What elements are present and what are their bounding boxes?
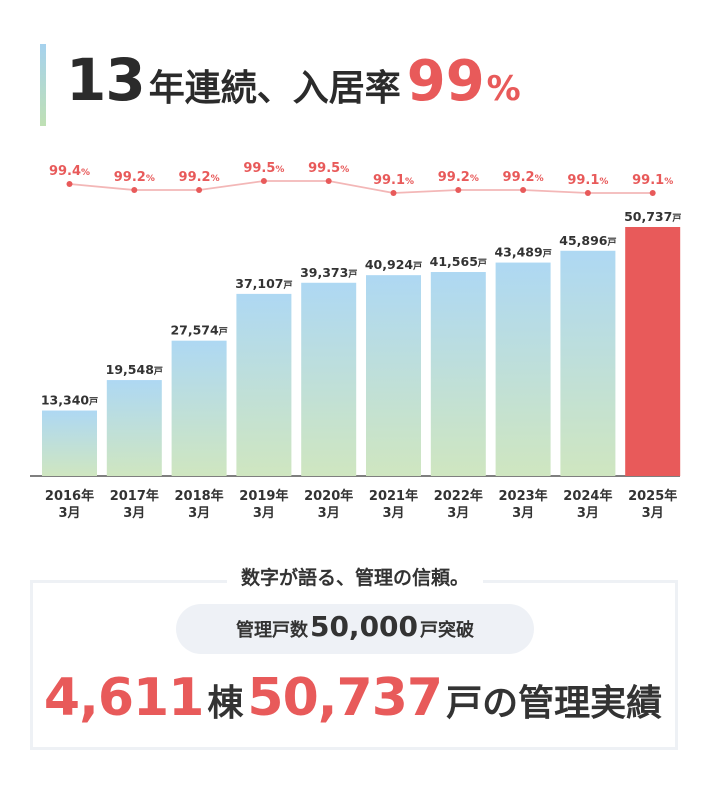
rate-label-8: 99.1% (567, 173, 608, 188)
units-number: 50,737 (247, 668, 443, 728)
rate-point-5 (390, 190, 397, 196)
rate-label-2: 99.2% (179, 170, 220, 185)
bar-3 (236, 293, 292, 476)
rate-label-7: 99.2% (503, 170, 544, 185)
rate-point-0 (66, 181, 73, 187)
bar-8 (560, 250, 616, 476)
bar-2 (171, 340, 227, 476)
bar-label-4: 39,373戸 (300, 265, 357, 280)
bar-label-1: 19,548戸 (106, 362, 163, 377)
title-rate: 99 (406, 49, 485, 114)
bar-label-3: 37,107戸 (235, 276, 292, 291)
units-suffix: 戸の管理実績 (446, 683, 663, 724)
milestone-pill: 管理戸数 50,000 戸突破 (176, 604, 534, 654)
bar-label-0: 13,340戸 (41, 393, 98, 408)
bar-9 (625, 227, 681, 476)
category-label-5: 2021年 3月 (369, 488, 418, 521)
rate-point-3 (260, 178, 267, 184)
title-years: 13 (66, 46, 146, 114)
rate-point-6 (455, 187, 462, 193)
rate-label-9: 99.1% (632, 173, 673, 188)
bar-label-9: 50,737戸 (624, 209, 681, 224)
rate-label-1: 99.2% (114, 170, 155, 185)
title-text: 年連続、入居率 (148, 68, 401, 109)
bar-7 (495, 262, 551, 476)
bar-5 (366, 275, 421, 476)
category-label-0: 2016年 3月 (45, 488, 94, 521)
bar-label-8: 45,896戸 (559, 233, 616, 248)
bar-0 (42, 410, 97, 476)
occupancy-rate-line (69, 180, 653, 194)
category-label-2: 2018年 3月 (175, 488, 224, 521)
category-label-9: 2025年 3月 (628, 488, 677, 521)
category-label-7: 2023年 3月 (499, 488, 548, 521)
bar-label-2: 27,574戸 (170, 323, 227, 338)
pill-prefix: 管理戸数 (235, 620, 308, 641)
rate-label-5: 99.1% (373, 173, 414, 188)
rate-point-4 (325, 178, 332, 184)
rate-point-7 (520, 187, 527, 193)
rate-label-4: 99.5% (308, 161, 349, 176)
bar-label-6: 41,565戸 (430, 254, 487, 269)
pill-suffix: 戸突破 (420, 620, 475, 641)
rate-point-1 (131, 187, 138, 193)
summary-heading-text: 数字が語る、管理の信頼。 (226, 567, 483, 589)
bar-4 (301, 282, 357, 476)
category-label-3: 2019年 3月 (239, 488, 288, 521)
rate-point-8 (584, 190, 591, 196)
rate-point-2 (196, 187, 203, 193)
bar-6 (430, 272, 486, 476)
rate-label-6: 99.2% (438, 170, 479, 185)
category-label-1: 2017年 3月 (110, 488, 159, 521)
bar-label-7: 43,489戸 (494, 245, 551, 260)
summary-heading: 数字が語る、管理の信頼。 (0, 563, 710, 590)
buildings-unit: 棟 (207, 683, 244, 724)
category-label-8: 2024年 3月 (563, 488, 612, 521)
pill-number: 50,000 (309, 610, 419, 643)
page-title: 13 年連続、入居率 99 % (66, 46, 521, 126)
title-percent: % (486, 69, 521, 109)
bar-1 (106, 380, 162, 476)
category-label-4: 2020年 3月 (304, 488, 353, 521)
buildings-number: 4,611 (43, 668, 204, 728)
management-record: 4,611 棟 50,737 戸の管理実績 (0, 668, 710, 728)
rate-label-3: 99.5% (243, 161, 284, 176)
category-label-6: 2022年 3月 (434, 488, 483, 521)
bar-label-5: 40,924戸 (365, 257, 422, 272)
occupancy-chart: 99.4% 99.2% 99.2% 99.5% 99.5% 99.1% 99.2% 99.2%… (30, 161, 681, 521)
title-accent-bar (40, 44, 46, 126)
rate-point-9 (649, 190, 656, 196)
rate-label-0: 99.4% (49, 164, 90, 179)
